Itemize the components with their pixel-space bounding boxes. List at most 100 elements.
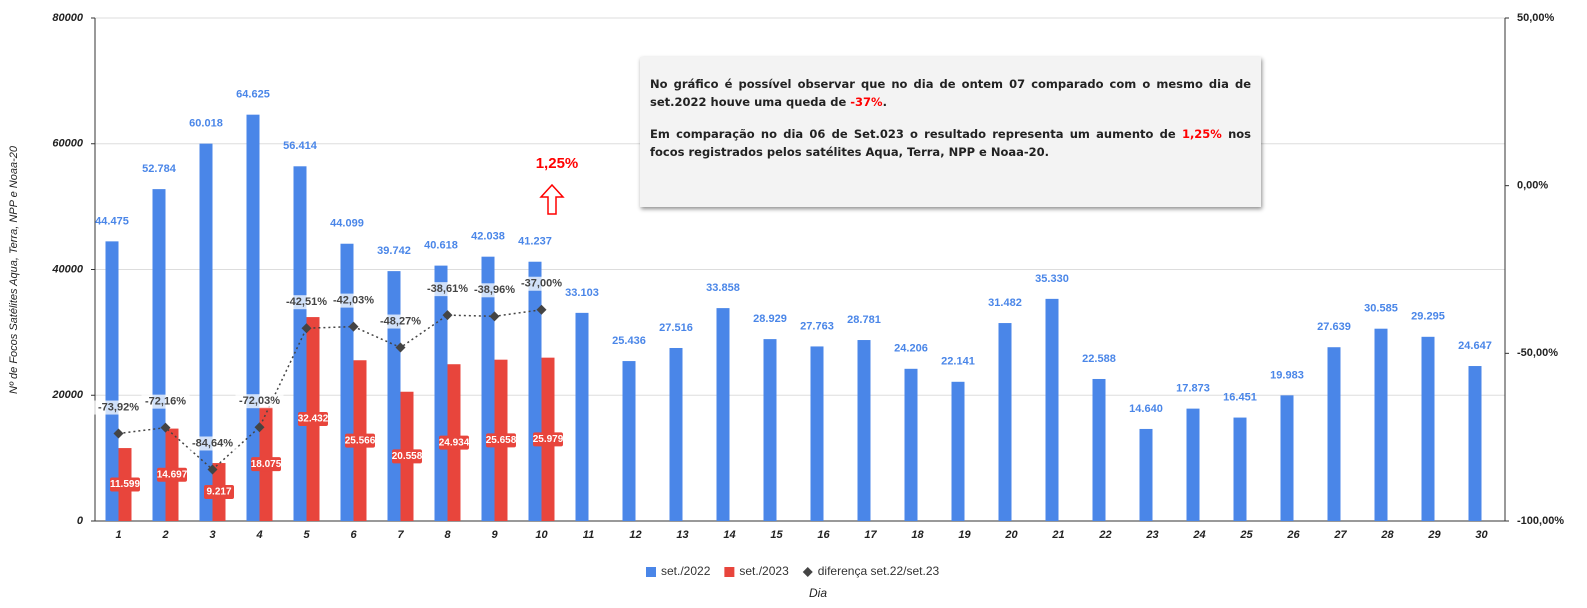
x-tick-label: 21	[1051, 529, 1064, 541]
value-label: 27.639	[1317, 321, 1351, 333]
marker	[207, 464, 218, 475]
marker	[301, 323, 312, 334]
value-label-bg	[298, 412, 328, 427]
bar	[951, 381, 965, 521]
value-label: 33.858	[706, 282, 740, 294]
bar	[810, 346, 824, 521]
value-label-bg	[470, 283, 519, 298]
value-label: 11.599	[110, 479, 140, 490]
y2-tick-label: -100,00%	[1517, 515, 1564, 527]
bar	[1280, 395, 1294, 521]
value-label: -84,64%	[192, 437, 233, 449]
x-tick-label: 20	[1004, 529, 1018, 541]
marker	[113, 428, 124, 439]
value-label: 39.742	[377, 245, 411, 257]
x-tick-label: 7	[397, 529, 404, 541]
marker	[489, 311, 500, 322]
value-label: 44.475	[95, 215, 129, 227]
value-label: 25.436	[612, 335, 646, 347]
value-label: -37,00%	[521, 278, 562, 290]
value-label-bg	[235, 394, 284, 409]
value-label: 24.647	[1458, 340, 1492, 352]
bar	[1327, 347, 1341, 521]
value-label: 14.640	[1129, 403, 1163, 415]
marker	[536, 304, 547, 315]
value-label: 64.625	[236, 89, 270, 101]
x-tick-label: 13	[676, 529, 688, 541]
marker	[395, 342, 406, 353]
marker	[348, 321, 359, 332]
note-paragraph: No gráfico é possível observar que no di…	[650, 75, 1251, 111]
note-text: nos focos registrados pelos satélites Aq…	[650, 127, 1252, 159]
bar	[1045, 298, 1059, 521]
y-tick-label: 40000	[51, 263, 83, 275]
value-label: 29.295	[1411, 311, 1445, 323]
note-paragraph: Em comparação no dia 06 de Set.023 o res…	[650, 125, 1251, 161]
x-tick-label: 10	[535, 529, 548, 541]
y-tick-label: 80000	[52, 12, 83, 24]
value-label: -72,03%	[239, 395, 280, 407]
value-label-bg	[486, 433, 516, 448]
value-label: 42.038	[471, 231, 505, 243]
x-tick-label: 9	[491, 529, 498, 541]
y-tick-label: 20000	[51, 389, 83, 401]
note-box: No gráfico é possível observar que no di…	[640, 57, 1261, 207]
value-label-bg	[204, 485, 234, 500]
legend-swatch	[724, 567, 735, 577]
value-label: 24.934	[439, 437, 470, 448]
value-label-bg	[110, 477, 140, 492]
value-label: 14.697	[157, 469, 188, 480]
bar	[763, 339, 777, 521]
value-label: 25.566	[345, 435, 376, 446]
note-highlight: 1,25%	[1181, 127, 1222, 141]
arrow	[539, 183, 565, 215]
x-tick-label: 11	[583, 529, 594, 541]
bar	[340, 243, 354, 521]
value-label: 17.873	[1176, 383, 1210, 395]
bar	[387, 271, 401, 521]
value-label-bg	[141, 394, 190, 409]
x-tick-label: 16	[817, 529, 830, 541]
value-label: 44.099	[330, 218, 364, 230]
bar	[528, 261, 542, 521]
bar	[1233, 417, 1247, 521]
x-tick-label: 24	[1192, 529, 1205, 541]
x-tick-label: 25	[1239, 529, 1253, 541]
y-tick-label: 60000	[52, 138, 83, 150]
legend-swatch	[646, 567, 656, 577]
x-axis-title: Dia	[809, 586, 827, 600]
x-tick-label: 28	[1380, 529, 1394, 541]
value-label: 31.482	[988, 297, 1022, 309]
value-label-bg	[251, 457, 281, 472]
value-label: -48,27%	[380, 315, 421, 327]
bar	[1139, 428, 1153, 521]
bar	[1186, 408, 1200, 521]
x-tick-label: 14	[723, 529, 735, 541]
x-tick-label: 29	[1427, 529, 1441, 541]
value-label-bg	[439, 435, 469, 450]
value-label: 19.983	[1270, 369, 1304, 381]
x-tick-label: 30	[1475, 529, 1488, 541]
value-label-bg	[282, 295, 331, 310]
note-text: No gráfico é possível observar que no di…	[650, 77, 1251, 109]
value-label: -72,16%	[145, 396, 186, 408]
bar	[434, 265, 448, 521]
bar	[246, 114, 260, 521]
bar	[716, 308, 730, 521]
x-tick-label: 22	[1098, 529, 1111, 541]
value-label: -73,92%	[98, 401, 139, 413]
bar	[904, 368, 918, 521]
legend-label: set./2022	[661, 564, 711, 578]
value-label: 33.103	[565, 287, 599, 299]
value-label-bg	[533, 432, 563, 447]
x-tick-label: 26	[1286, 529, 1300, 541]
y2-tick-label: 0,00%	[1517, 180, 1548, 192]
bar	[199, 143, 213, 521]
bar	[857, 340, 871, 521]
marker	[254, 422, 265, 433]
value-label: 52.784	[142, 163, 177, 175]
note-highlight: -37%	[850, 95, 883, 109]
value-label: 25.658	[486, 435, 517, 446]
